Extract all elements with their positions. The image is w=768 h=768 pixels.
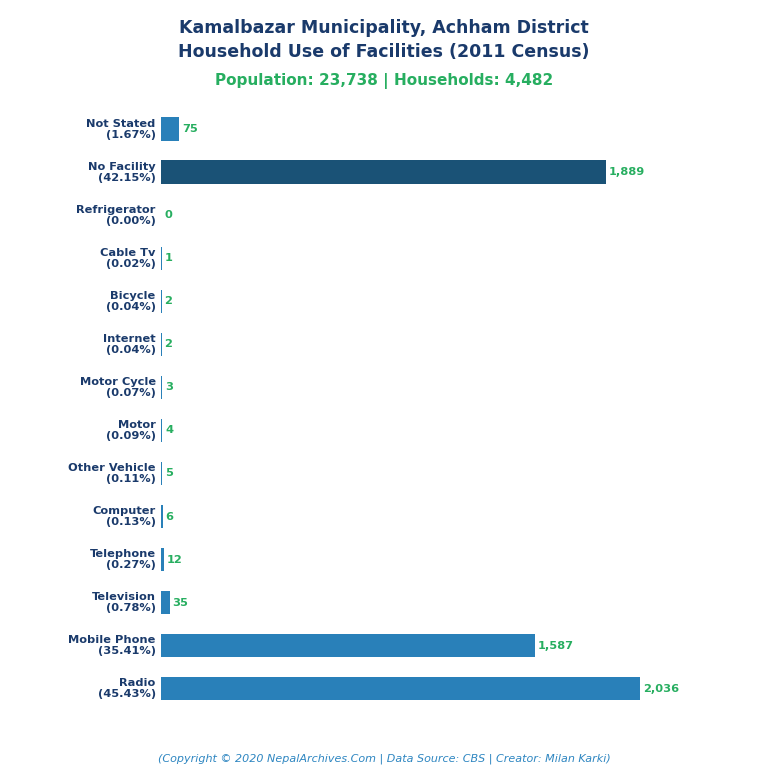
Text: 35: 35 <box>172 598 188 607</box>
Text: 1,889: 1,889 <box>608 167 645 177</box>
Text: 3: 3 <box>165 382 173 392</box>
Bar <box>161 591 170 614</box>
Bar <box>161 118 179 141</box>
Text: Population: 23,738 | Households: 4,482: Population: 23,738 | Households: 4,482 <box>215 73 553 89</box>
Text: 2,036: 2,036 <box>643 684 680 694</box>
Text: Kamalbazar Municipality, Achham District
Household Use of Facilities (2011 Censu: Kamalbazar Municipality, Achham District… <box>178 19 590 61</box>
Text: 5: 5 <box>165 468 173 478</box>
Text: 1: 1 <box>164 253 172 263</box>
Text: 2: 2 <box>164 339 173 349</box>
Text: 0: 0 <box>164 210 172 220</box>
Bar <box>161 505 163 528</box>
Text: 4: 4 <box>165 425 173 435</box>
Bar <box>161 161 606 184</box>
Text: 2: 2 <box>164 296 173 306</box>
Bar <box>161 462 163 485</box>
Text: (Copyright © 2020 NepalArchives.Com | Data Source: CBS | Creator: Milan Karki): (Copyright © 2020 NepalArchives.Com | Da… <box>157 753 611 764</box>
Bar <box>161 548 164 571</box>
Bar <box>161 419 162 442</box>
Bar <box>161 677 641 700</box>
Text: 12: 12 <box>167 554 183 564</box>
Text: 75: 75 <box>182 124 197 134</box>
Text: 1,587: 1,587 <box>538 641 574 650</box>
Bar <box>161 634 535 657</box>
Text: 6: 6 <box>166 511 174 521</box>
